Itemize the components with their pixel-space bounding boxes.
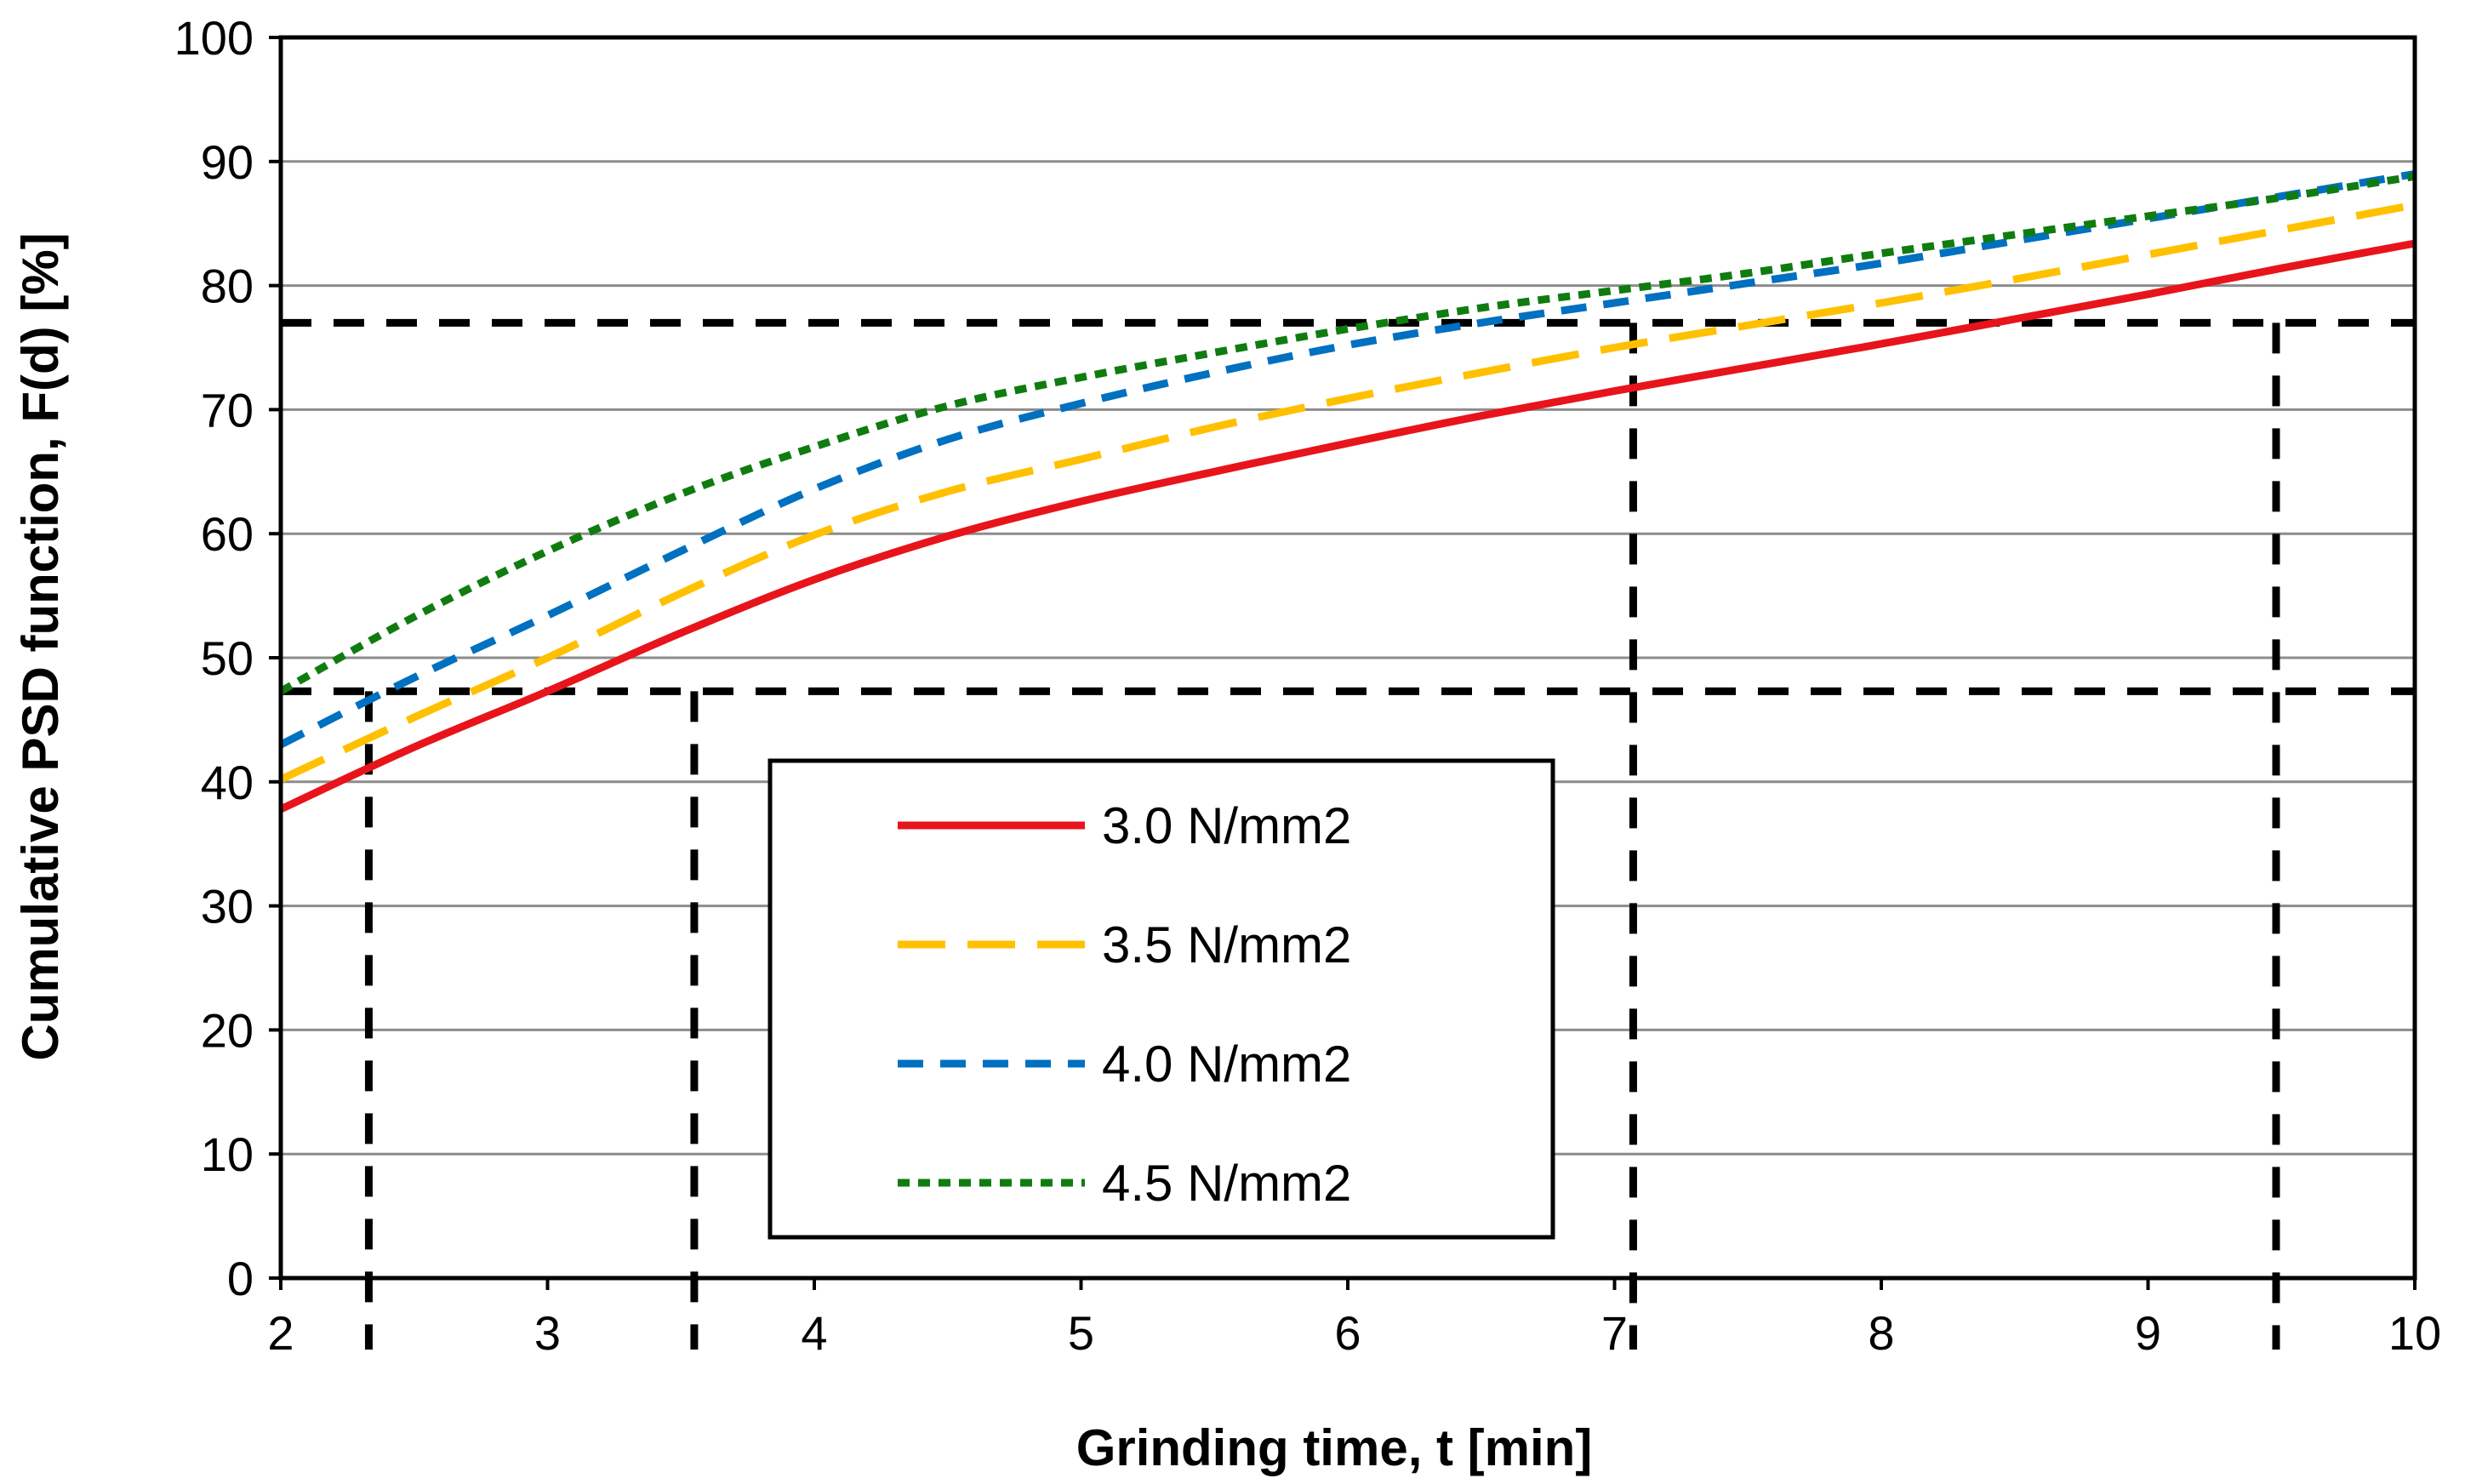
y-tick-label-60: 60 <box>201 507 254 561</box>
y-tick-label-80: 80 <box>201 260 254 313</box>
y-tick-label-20: 20 <box>201 1003 254 1057</box>
y-axis-title: Cumulative PSD function, F(d) [%] <box>12 232 69 1060</box>
reference-lines <box>281 318 2415 1350</box>
legend-label-2: 4.0 N/mm2 <box>1102 1036 1351 1093</box>
x-tick-label-6: 6 <box>1334 1306 1361 1360</box>
y-tick-label-40: 40 <box>201 756 254 809</box>
y-tick-label-70: 70 <box>201 383 254 437</box>
gridlines <box>281 160 2415 1156</box>
plot-frame <box>269 35 2417 1290</box>
x-tick-label-4: 4 <box>801 1306 827 1360</box>
legend-box <box>767 758 1555 1240</box>
y-tick-label-10: 10 <box>201 1127 254 1181</box>
x-tick-label-5: 5 <box>1068 1306 1094 1360</box>
series-lines <box>278 169 2416 813</box>
y-tick-label-50: 50 <box>201 631 254 685</box>
x-tick-label-9: 9 <box>2135 1306 2161 1360</box>
x-tick-label-8: 8 <box>1868 1306 1894 1360</box>
legend: 3.0 N/mm2 3.5 N/mm2 4.0 N/mm2 4.5 N/mm2 <box>767 758 1555 1240</box>
legend-label-3: 4.5 N/mm2 <box>1102 1155 1351 1212</box>
x-axis-title: Grinding time, t [min] <box>1076 1419 1593 1476</box>
tick-labels: 0 10 20 30 40 50 60 70 80 90 100 2 3 4 5 6 7 8 9 10 <box>174 11 2442 1360</box>
series-line-0 <box>279 239 2416 813</box>
series-line-3 <box>278 172 2416 695</box>
y-tick-label-30: 30 <box>201 880 254 933</box>
legend-label-0: 3.0 N/mm2 <box>1102 797 1351 854</box>
y-tick-label-90: 90 <box>201 135 254 189</box>
series-line-1 <box>279 201 2416 783</box>
y-tick-label-0: 0 <box>227 1252 254 1305</box>
x-tick-label-7: 7 <box>1601 1306 1628 1360</box>
x-tick-label-3: 3 <box>534 1306 561 1360</box>
legend-label-1: 3.5 N/mm2 <box>1102 916 1351 973</box>
y-tick-label-100: 100 <box>174 11 254 65</box>
x-tick-label-2: 2 <box>267 1306 294 1360</box>
x-tick-label-10: 10 <box>2388 1306 2441 1360</box>
